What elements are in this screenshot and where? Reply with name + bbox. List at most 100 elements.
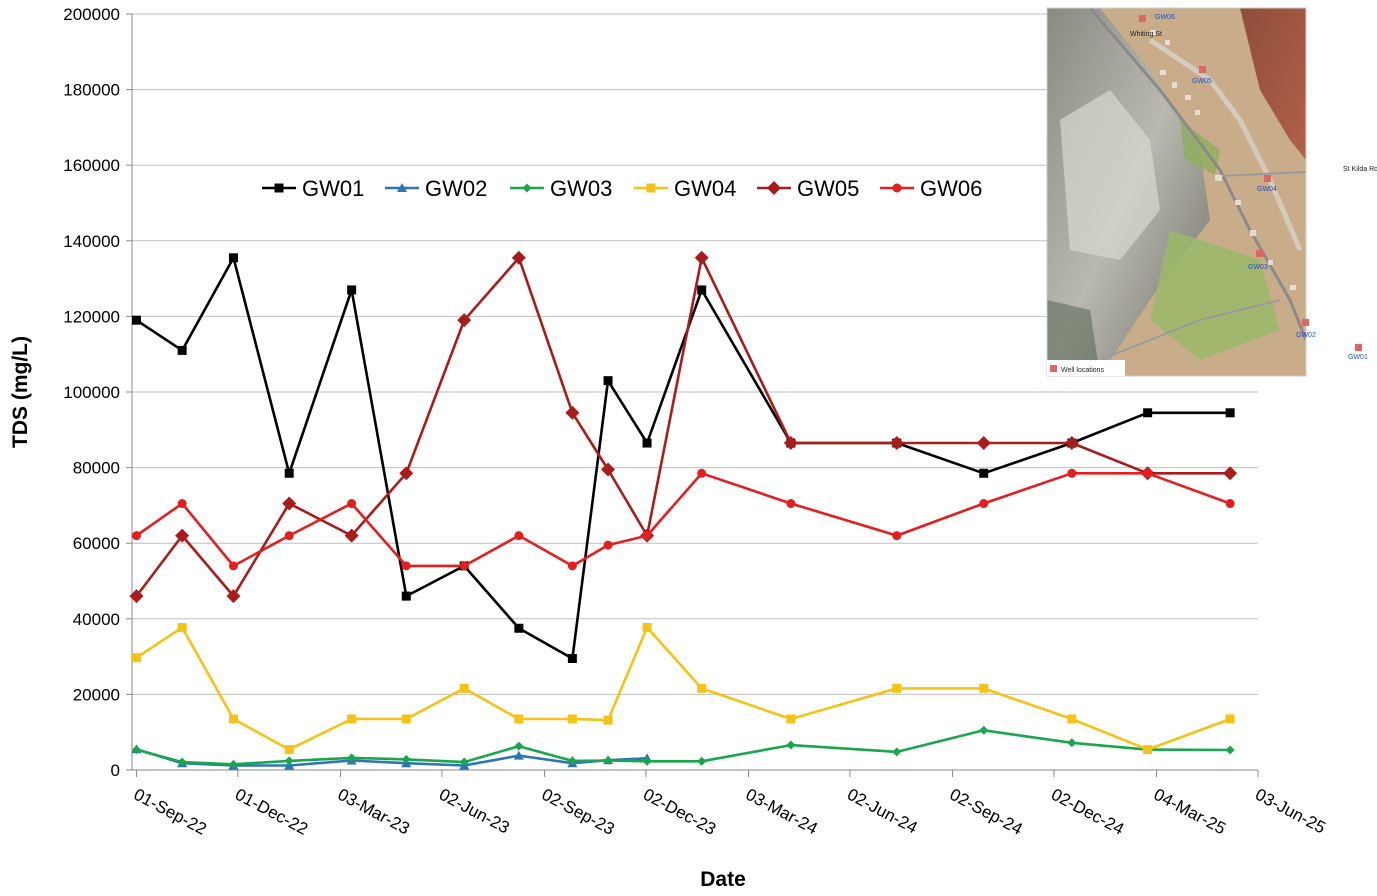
data-point-gw04	[347, 714, 357, 724]
data-point-gw03	[131, 745, 141, 755]
data-point-gw05	[344, 528, 359, 543]
data-point-gw03	[567, 756, 577, 766]
well-label-gw01: GW01	[1348, 354, 1368, 361]
y-tick-label: 180000	[63, 81, 120, 100]
well-label-gw03: GW03	[1248, 264, 1268, 271]
well-marker-gw06	[1139, 15, 1146, 22]
y-tick-label: 100000	[63, 383, 120, 402]
data-point-gw01	[567, 653, 577, 663]
street-label: Whiting St	[1130, 31, 1162, 38]
data-point-gw03	[642, 756, 652, 766]
data-point-gw02	[513, 750, 524, 760]
data-point-gw01	[131, 315, 141, 325]
data-point-gw06	[228, 561, 238, 571]
data-point-gw04	[401, 714, 411, 724]
well-label-gw05: GW05	[1192, 78, 1212, 85]
data-point-gw04	[603, 715, 613, 725]
legend-item-gw02: GW02	[385, 176, 487, 201]
data-point-gw06	[514, 531, 524, 541]
series-layer	[129, 250, 1238, 770]
legend-swatch-marker	[767, 181, 781, 195]
well-marker-gw03	[1256, 250, 1263, 257]
legend-label: GW03	[550, 176, 612, 201]
y-tick-labels: 0 20000 40000 60000 80000 100000 120000 140000 1…	[63, 5, 120, 780]
x-tick-label: 03-Mar-24	[743, 785, 821, 839]
well-marker-gw01	[1355, 344, 1362, 351]
data-point-gw06	[979, 499, 989, 509]
data-point-gw05	[889, 436, 904, 451]
data-point-gw04	[131, 653, 141, 663]
series-gw03	[131, 725, 1235, 769]
y-tick-label: 40000	[73, 610, 120, 629]
legend-item-gw01: GW01	[262, 176, 364, 201]
legend-label: GW04	[674, 176, 736, 201]
data-point-gw04	[1067, 714, 1077, 724]
data-point-gw06	[459, 561, 469, 571]
data-point-gw03	[697, 756, 707, 766]
well-label-gw02: GW02	[1296, 332, 1316, 339]
map-legend-swatch	[1050, 365, 1057, 372]
data-point-gw05	[282, 496, 297, 511]
data-point-gw06	[1225, 499, 1235, 509]
map-annotations: GW06 GW05 GW04 GW03 GW02 GW01 Whiting St St Kil…	[1050, 14, 1377, 374]
y-tick-label: 60000	[73, 534, 120, 553]
data-point-gw01	[603, 376, 613, 386]
data-point-gw04	[284, 745, 294, 755]
data-point-gw05	[511, 250, 526, 265]
legend-item-gw04: GW04	[634, 176, 736, 201]
data-point-gw04	[642, 622, 652, 632]
axes	[126, 13, 1259, 777]
y-tick-label: 200000	[63, 5, 120, 24]
street-label: St Kilda Rd	[1343, 166, 1377, 173]
data-point-gw05	[399, 466, 414, 481]
data-point-gw04	[514, 714, 524, 724]
data-point-gw05	[694, 250, 709, 265]
data-point-gw06	[347, 499, 357, 509]
x-tick-label: 02-Dec-24	[1048, 785, 1127, 839]
data-point-gw06	[284, 531, 294, 541]
legend: GW01 GW02 GW03 GW04 GW05 GW06	[262, 176, 982, 201]
data-point-gw06	[1143, 468, 1153, 478]
series-line-gw01	[135, 256, 1231, 660]
x-tick-label: 01-Dec-22	[232, 785, 311, 839]
legend-swatch-marker	[522, 183, 532, 193]
data-point-gw03	[1067, 738, 1077, 748]
data-point-gw04	[786, 714, 796, 724]
data-point-gw03	[284, 756, 294, 766]
x-tick-label: 03-Mar-23	[335, 785, 413, 839]
x-tick-label: 02-Jun-24	[844, 785, 921, 838]
data-point-gw04	[177, 622, 187, 632]
data-point-gw05	[457, 313, 472, 328]
x-tick-label: 02-Jun-23	[436, 785, 513, 838]
data-point-gw06	[177, 499, 187, 509]
legend-swatch-marker	[397, 183, 407, 192]
map-legend-label: Well locations	[1061, 367, 1105, 374]
data-point-gw05	[129, 589, 144, 604]
data-point-gw01	[228, 253, 238, 263]
legend-item-gw03: GW03	[510, 176, 612, 201]
data-point-gw01	[642, 438, 652, 448]
data-point-gw03	[347, 753, 357, 763]
data-point-gw05	[1064, 436, 1079, 451]
data-point-gw01	[514, 623, 524, 633]
well-label-gw06: GW06	[1155, 14, 1175, 21]
data-point-gw03	[177, 757, 187, 767]
well-marker-gw04	[1264, 175, 1271, 182]
well-marker-gw05	[1199, 66, 1206, 73]
y-tick-label: 0	[111, 761, 120, 780]
data-point-gw06	[567, 561, 577, 571]
legend-item-gw05: GW05	[757, 176, 859, 201]
legend-swatch-marker	[892, 183, 902, 193]
data-point-gw03	[892, 747, 902, 757]
x-tick-label: 02-Sep-23	[539, 785, 618, 839]
data-point-gw04	[979, 683, 989, 693]
data-point-gw01	[1143, 408, 1153, 418]
y-axis-title: TDS (mg/L)	[9, 336, 32, 448]
data-point-gw03	[786, 740, 796, 750]
data-point-gw06	[786, 499, 796, 509]
data-point-gw04	[567, 714, 577, 724]
data-point-gw03	[514, 741, 524, 751]
data-point-gw04	[892, 683, 902, 693]
data-point-gw01	[979, 468, 989, 478]
x-tick-label: 02-Dec-23	[640, 785, 719, 839]
